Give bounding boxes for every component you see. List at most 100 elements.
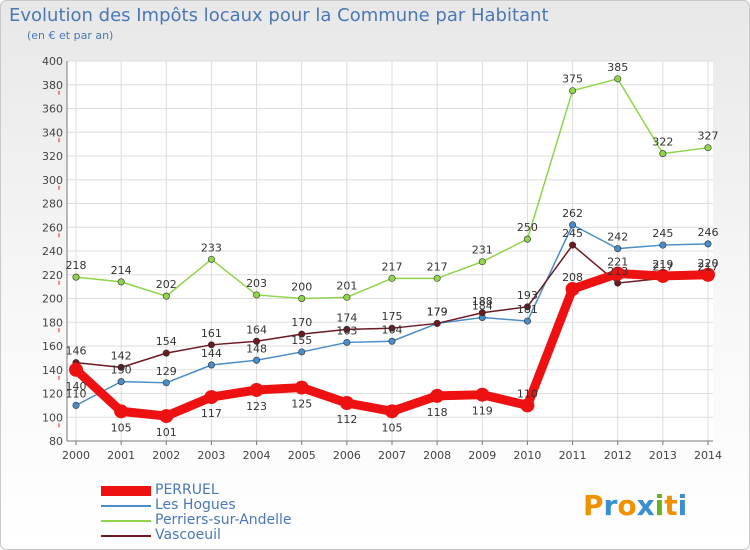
y-tick-label: 300 xyxy=(42,174,63,187)
x-tick-label: 2007 xyxy=(378,449,406,462)
data-label-perruel: 208 xyxy=(562,271,583,284)
data-label-perruel: 123 xyxy=(246,400,267,413)
data-label-vascoeuil: 179 xyxy=(427,305,448,318)
y-tick-label: 200 xyxy=(42,293,63,306)
x-tick-label: 2013 xyxy=(649,449,677,462)
legend-label-perruel: PERRUEL xyxy=(155,482,219,498)
data-label-perruel: 118 xyxy=(427,406,448,419)
data-label-vascoeuil: 217 xyxy=(652,260,673,273)
data-point-les-hogues xyxy=(614,245,622,253)
data-point-vascoeuil xyxy=(569,241,577,249)
data-label-perruel: 125 xyxy=(291,398,312,411)
data-label-perruel: 117 xyxy=(201,407,222,420)
data-point-les-hogues xyxy=(72,401,80,409)
data-point-perruel xyxy=(339,396,354,410)
data-point-perriers-sur-andelle xyxy=(614,75,622,83)
legend: PERRUEL Les Hogues Perriers-sur-Andelle … xyxy=(101,482,361,543)
data-point-les-hogues xyxy=(388,337,396,345)
data-label-vascoeuil: 245 xyxy=(562,227,583,240)
logo-letter: i xyxy=(654,489,665,522)
x-tick-label: 2003 xyxy=(197,449,225,462)
logo-letter: x xyxy=(636,489,655,522)
data-label-les-hogues: 155 xyxy=(291,334,312,347)
logo-letter: o xyxy=(617,489,637,522)
data-point-les-hogues xyxy=(343,338,351,346)
proxiti-logo: Proxiti xyxy=(583,489,687,522)
data-label-perriers-sur-andelle: 218 xyxy=(66,259,87,272)
data-label-les-hogues: 245 xyxy=(652,227,673,240)
y-tick-label: 380 xyxy=(42,79,63,92)
data-point-vascoeuil xyxy=(388,324,396,332)
data-label-perriers-sur-andelle: 250 xyxy=(517,221,538,234)
data-label-les-hogues: 179 xyxy=(427,305,448,318)
data-point-les-hogues xyxy=(253,356,261,364)
y-tick-label: 360 xyxy=(42,103,63,116)
data-label-vascoeuil: 146 xyxy=(66,345,87,358)
data-point-perriers-sur-andelle xyxy=(433,274,441,282)
y-tick-label: 240 xyxy=(42,245,63,258)
data-point-vascoeuil xyxy=(207,341,215,349)
data-point-vascoeuil xyxy=(253,337,261,345)
logo-letter: i xyxy=(677,489,688,522)
y-tick-label: 160 xyxy=(42,340,63,353)
x-tick-label: 2011 xyxy=(559,449,587,462)
y-tick-label: 180 xyxy=(42,316,63,329)
data-point-perriers-sur-andelle xyxy=(72,273,80,281)
data-label-perruel: 220 xyxy=(698,257,719,270)
data-label-les-hogues: 148 xyxy=(246,342,267,355)
data-label-vascoeuil: 164 xyxy=(246,323,267,336)
y-tick-label: 140 xyxy=(42,364,63,377)
data-point-perriers-sur-andelle xyxy=(117,278,125,286)
y-tick-label: 260 xyxy=(42,221,63,234)
data-label-les-hogues: 242 xyxy=(607,231,628,244)
data-point-les-hogues xyxy=(523,317,531,325)
data-label-vascoeuil: 154 xyxy=(156,335,177,348)
legend-swatch-perruel xyxy=(101,486,151,496)
data-label-vascoeuil: 170 xyxy=(291,316,312,329)
logo-letter: P xyxy=(583,489,604,522)
data-label-vascoeuil: 188 xyxy=(472,295,493,308)
data-label-perruel: 112 xyxy=(336,413,357,426)
data-label-vascoeuil: 213 xyxy=(607,265,628,278)
data-label-perruel: 119 xyxy=(472,405,493,418)
data-point-perruel xyxy=(249,382,264,397)
data-point-perriers-sur-andelle xyxy=(478,258,486,266)
y-tick-label: 100 xyxy=(42,411,63,424)
data-point-les-hogues xyxy=(117,378,125,386)
data-point-vascoeuil xyxy=(343,325,351,333)
data-label-perriers-sur-andelle: 327 xyxy=(698,130,719,143)
data-label-perriers-sur-andelle: 322 xyxy=(652,136,673,149)
data-point-perruel xyxy=(655,268,670,283)
data-point-perruel xyxy=(69,362,83,377)
x-tick-label: 2010 xyxy=(513,449,541,462)
data-point-vascoeuil xyxy=(523,303,531,311)
legend-swatch-vascoeuil xyxy=(101,535,151,537)
data-label-perriers-sur-andelle: 201 xyxy=(336,279,357,292)
data-label-vascoeuil: 193 xyxy=(517,289,538,302)
y-tick-label: 80 xyxy=(49,435,63,448)
data-point-perriers-sur-andelle xyxy=(388,274,396,282)
data-point-les-hogues xyxy=(162,379,170,387)
data-point-perriers-sur-andelle xyxy=(569,87,577,95)
data-point-vascoeuil xyxy=(614,279,622,287)
chart-title: Evolution des Impôts locaux pour la Comm… xyxy=(9,5,549,26)
legend-label-perriers-sur-andelle: Perriers-sur-Andelle xyxy=(155,512,292,528)
data-point-perriers-sur-andelle xyxy=(659,150,667,158)
x-tick-label: 2009 xyxy=(468,449,496,462)
data-point-vascoeuil xyxy=(162,349,170,357)
legend-swatch-perriers-sur-andelle xyxy=(101,520,151,522)
x-tick-label: 2004 xyxy=(243,449,271,462)
y-tick-label: 340 xyxy=(42,126,63,139)
logo-letter: t xyxy=(664,489,678,522)
data-label-les-hogues: 262 xyxy=(562,207,583,220)
data-point-perriers-sur-andelle xyxy=(704,144,712,152)
data-label-perriers-sur-andelle: 214 xyxy=(111,264,132,277)
data-label-les-hogues: 184 xyxy=(472,300,493,313)
x-tick-label: 2001 xyxy=(107,449,135,462)
data-label-perruel: 110 xyxy=(517,387,538,400)
data-point-vascoeuil xyxy=(117,363,125,371)
x-tick-label: 2005 xyxy=(288,449,316,462)
data-label-perruel: 140 xyxy=(66,380,87,393)
data-point-perruel xyxy=(475,387,490,402)
